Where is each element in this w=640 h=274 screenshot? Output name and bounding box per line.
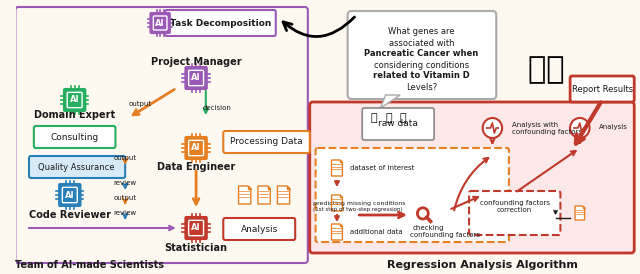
FancyBboxPatch shape <box>186 217 207 239</box>
Polygon shape <box>575 206 584 220</box>
FancyBboxPatch shape <box>15 7 308 263</box>
Polygon shape <box>248 186 251 189</box>
FancyBboxPatch shape <box>310 102 634 253</box>
Text: confounding factors: confounding factors <box>480 200 550 206</box>
Text: AI: AI <box>65 190 74 199</box>
Text: AI: AI <box>70 96 79 104</box>
Text: associated with: associated with <box>388 39 454 47</box>
Text: AI: AI <box>156 19 165 27</box>
FancyArrowPatch shape <box>283 17 355 36</box>
Text: Code Reviewer: Code Reviewer <box>29 210 111 220</box>
FancyBboxPatch shape <box>189 220 204 236</box>
Text: dataset of interest: dataset of interest <box>349 165 414 171</box>
Text: related to Vitamin D: related to Vitamin D <box>373 72 470 81</box>
Text: confounding factors: confounding factors <box>410 232 480 238</box>
Polygon shape <box>268 186 270 189</box>
Text: Team of AI-made Scientists: Team of AI-made Scientists <box>15 260 164 270</box>
Text: output: output <box>114 155 137 161</box>
Text: Report Results: Report Results <box>572 84 633 93</box>
Text: Statistician: Statistician <box>164 243 228 253</box>
Polygon shape <box>277 186 290 204</box>
Text: Project Manager: Project Manager <box>151 57 241 67</box>
FancyBboxPatch shape <box>223 218 295 240</box>
FancyBboxPatch shape <box>29 156 125 178</box>
Text: 📈: 📈 <box>371 113 377 123</box>
FancyBboxPatch shape <box>469 191 561 235</box>
FancyBboxPatch shape <box>62 187 77 203</box>
FancyBboxPatch shape <box>362 108 434 140</box>
Text: Quality Assurance: Quality Assurance <box>38 162 115 172</box>
Text: Task Decomposition: Task Decomposition <box>170 19 271 28</box>
Circle shape <box>483 118 502 138</box>
Text: review: review <box>114 210 137 216</box>
Text: additional data: additional data <box>349 229 402 235</box>
Text: 👩‍🔬: 👩‍🔬 <box>527 56 564 84</box>
Text: Domain Expert: Domain Expert <box>34 110 115 120</box>
Text: review: review <box>114 180 137 186</box>
Polygon shape <box>258 186 270 204</box>
FancyBboxPatch shape <box>150 13 170 33</box>
FancyBboxPatch shape <box>570 76 634 102</box>
FancyBboxPatch shape <box>165 10 276 36</box>
Text: Regression Analysis Algorithm: Regression Analysis Algorithm <box>387 260 578 270</box>
Text: (1st step of two-step regression): (1st step of two-step regression) <box>313 207 403 213</box>
FancyBboxPatch shape <box>154 16 167 30</box>
Polygon shape <box>582 206 584 208</box>
Text: What genes are: What genes are <box>388 27 455 36</box>
FancyBboxPatch shape <box>34 126 115 148</box>
Polygon shape <box>340 224 342 226</box>
FancyBboxPatch shape <box>316 148 509 242</box>
FancyBboxPatch shape <box>64 89 85 111</box>
FancyBboxPatch shape <box>348 11 496 99</box>
Text: AI: AI <box>191 224 201 233</box>
Text: Consulting: Consulting <box>51 133 99 141</box>
Text: 🥧: 🥧 <box>385 113 392 123</box>
Polygon shape <box>239 186 251 204</box>
Text: raw data: raw data <box>378 119 418 129</box>
Text: Analysis: Analysis <box>241 224 278 233</box>
Text: confounding factors: confounding factors <box>512 129 582 135</box>
FancyBboxPatch shape <box>59 184 81 206</box>
Text: AI: AI <box>191 144 201 153</box>
Text: output: output <box>128 101 151 107</box>
FancyBboxPatch shape <box>189 140 204 156</box>
Text: checking: checking <box>413 225 444 231</box>
Text: Levels?: Levels? <box>406 82 437 92</box>
Text: predicting missing conditions: predicting missing conditions <box>313 201 405 206</box>
Text: Processing Data: Processing Data <box>230 138 302 147</box>
Polygon shape <box>340 160 342 162</box>
Polygon shape <box>332 224 342 240</box>
FancyBboxPatch shape <box>186 67 207 89</box>
Text: correction: correction <box>497 207 532 213</box>
FancyBboxPatch shape <box>186 137 207 159</box>
Polygon shape <box>332 160 342 176</box>
FancyBboxPatch shape <box>189 70 204 86</box>
Text: Analysis: Analysis <box>599 124 628 130</box>
Text: considering conditions: considering conditions <box>374 61 469 70</box>
Polygon shape <box>332 195 342 211</box>
Text: Data Engineer: Data Engineer <box>157 162 236 172</box>
Polygon shape <box>340 195 342 197</box>
Circle shape <box>570 118 589 138</box>
Polygon shape <box>287 186 290 189</box>
Text: Analysis with: Analysis with <box>512 122 558 128</box>
Text: AI: AI <box>191 73 201 82</box>
Text: Pancreatic Cancer when: Pancreatic Cancer when <box>364 50 479 59</box>
Text: decision: decision <box>203 105 232 111</box>
FancyBboxPatch shape <box>67 92 82 108</box>
Polygon shape <box>381 95 400 108</box>
FancyBboxPatch shape <box>223 131 310 153</box>
Text: output: output <box>114 195 137 201</box>
Text: 📊: 📊 <box>400 113 406 123</box>
